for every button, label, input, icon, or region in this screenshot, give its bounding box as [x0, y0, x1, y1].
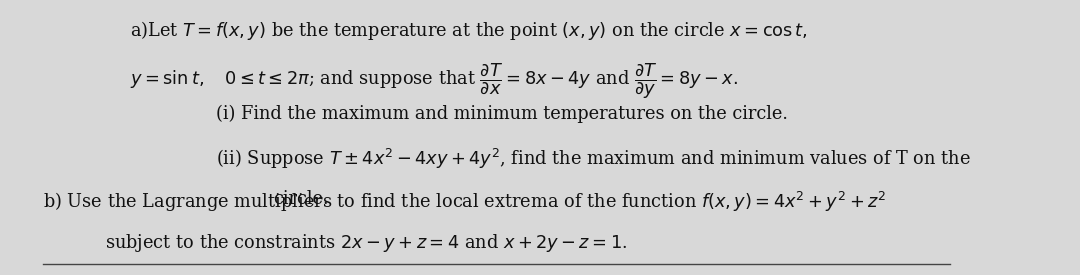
Text: circle.: circle.: [273, 190, 328, 208]
Text: a)Let $T = f(x, y)$ be the temperature at the point $(x, y)$ on the circle $x = : a)Let $T = f(x, y)$ be the temperature a…: [130, 19, 808, 42]
Text: (ii) Suppose $T \pm 4x^2 - 4xy + 4y^2$, find the maximum and minimum values of T: (ii) Suppose $T \pm 4x^2 - 4xy + 4y^2$, …: [216, 147, 971, 171]
Text: (i) Find the maximum and minimum temperatures on the circle.: (i) Find the maximum and minimum tempera…: [216, 104, 788, 123]
Text: b) Use the Lagrange multipliers to find the local extrema of the function $f(x, : b) Use the Lagrange multipliers to find …: [43, 190, 887, 214]
Text: subject to the constraints $2x - y + z = 4$ and $x + 2y - z = 1$.: subject to the constraints $2x - y + z =…: [105, 232, 627, 254]
Text: $y = \mathrm{sin}\,t,\quad 0 \leq t \leq 2\pi$; and suppose that $\dfrac{\partia: $y = \mathrm{sin}\,t,\quad 0 \leq t \leq…: [130, 62, 738, 101]
